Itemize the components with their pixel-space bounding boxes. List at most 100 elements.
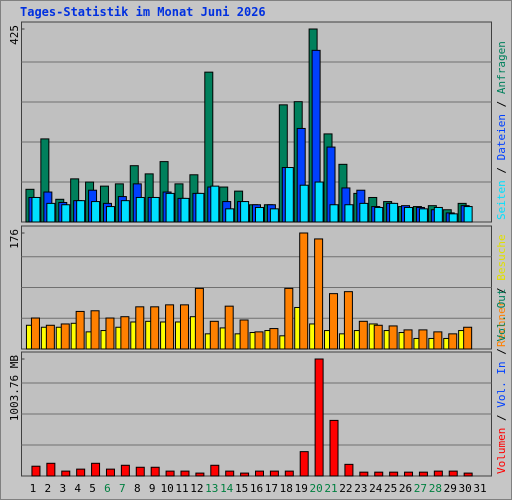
bar (463, 472, 473, 477)
bar (31, 465, 41, 477)
bar (180, 470, 190, 477)
bar (269, 470, 279, 477)
bar (314, 358, 324, 477)
y-tick-label: 1003.76 MB (8, 355, 21, 422)
bar (239, 319, 249, 350)
bar (120, 316, 130, 350)
x-tick-label: 4 (74, 482, 81, 495)
bar (269, 328, 279, 350)
legend: Rechner / Besuche (495, 234, 508, 347)
x-tick-label: 2 (45, 482, 52, 495)
legend: Seiten / Dateien / Anfragen (495, 41, 508, 220)
bar (165, 192, 175, 223)
chart-title: Tages-Statistik im Monat Juni 2026 (20, 5, 266, 19)
bar (195, 192, 205, 223)
bar (284, 287, 294, 350)
bar (284, 470, 294, 477)
bar (76, 200, 86, 223)
bar (403, 329, 413, 350)
x-tick-label: 8 (134, 482, 141, 495)
bar (105, 468, 115, 477)
legend-separator: / (495, 160, 508, 180)
legend-separator: / (495, 408, 508, 428)
bar (329, 204, 339, 223)
bar (448, 213, 458, 223)
x-tick-label: 14 (220, 482, 234, 495)
bar (433, 470, 443, 477)
bar (165, 470, 175, 477)
bar (105, 317, 115, 350)
x-tick-label: 7 (119, 482, 126, 495)
x-tick-label: 12 (190, 482, 203, 495)
x-tick-label: 21 (324, 482, 337, 495)
x-tick-label: 9 (149, 482, 156, 495)
bar (269, 208, 279, 223)
legend-entry: Dateien (495, 114, 508, 160)
bar (120, 464, 130, 477)
bar (209, 320, 219, 350)
bar (255, 470, 264, 477)
bar (374, 471, 384, 477)
x-tick-label: 1 (30, 482, 37, 495)
bar (105, 206, 115, 223)
bar (463, 206, 473, 223)
x-tick-label: 13 (205, 482, 218, 495)
bar (418, 208, 428, 223)
bar (255, 206, 264, 223)
x-tick-label: 22 (339, 482, 352, 495)
legend-entry: Rechner (495, 300, 508, 347)
bar (389, 202, 399, 223)
legend-entry: Vol. Out (495, 289, 508, 342)
bar (254, 331, 264, 350)
bar (433, 331, 443, 350)
bar (448, 470, 458, 477)
bar (433, 206, 443, 223)
x-tick-label: 19 (295, 482, 308, 495)
bar (194, 287, 204, 350)
bar (314, 181, 324, 223)
bar (358, 320, 368, 350)
legend-entry: Vol. In (495, 361, 508, 407)
bar (225, 470, 235, 477)
bar (30, 317, 40, 350)
x-tick-label: 31 (473, 482, 486, 495)
bar (210, 464, 220, 477)
bar (314, 238, 324, 350)
bar (91, 462, 101, 477)
legend-entry: Volumen (495, 428, 508, 474)
bar (344, 204, 354, 223)
x-tick-label: 18 (280, 482, 293, 495)
bar (120, 200, 130, 223)
bar (329, 419, 339, 477)
panel (21, 21, 492, 223)
legend: Volumen / Vol. In / Vol. Out (495, 289, 508, 474)
y-tick-label: 176 (8, 229, 21, 249)
x-tick-label: 6 (104, 482, 111, 495)
legend-separator: / (495, 281, 508, 301)
legend-entry: Anfragen (495, 41, 508, 94)
bar (299, 232, 309, 350)
bar (418, 329, 428, 350)
bar (344, 463, 354, 477)
x-tick-label: 25 (384, 482, 397, 495)
bar (240, 201, 250, 223)
x-tick-label: 24 (369, 482, 383, 495)
bar (195, 472, 205, 477)
x-tick-label: 16 (250, 482, 263, 495)
x-tick-label: 5 (89, 482, 96, 495)
x-tick-label: 28 (429, 482, 442, 495)
bar (180, 197, 190, 223)
x-tick-label: 23 (354, 482, 367, 495)
bar (150, 306, 160, 350)
bar (359, 471, 369, 477)
legend-separator: / (495, 342, 508, 362)
y-tick-label: 425 (8, 25, 21, 45)
bar (240, 472, 250, 477)
legend-entry: Seiten (495, 180, 508, 220)
x-tick-label: 26 (399, 482, 412, 495)
x-tick-label: 27 (414, 482, 427, 495)
bar (210, 185, 220, 223)
bar (61, 470, 71, 477)
bar (60, 323, 70, 350)
